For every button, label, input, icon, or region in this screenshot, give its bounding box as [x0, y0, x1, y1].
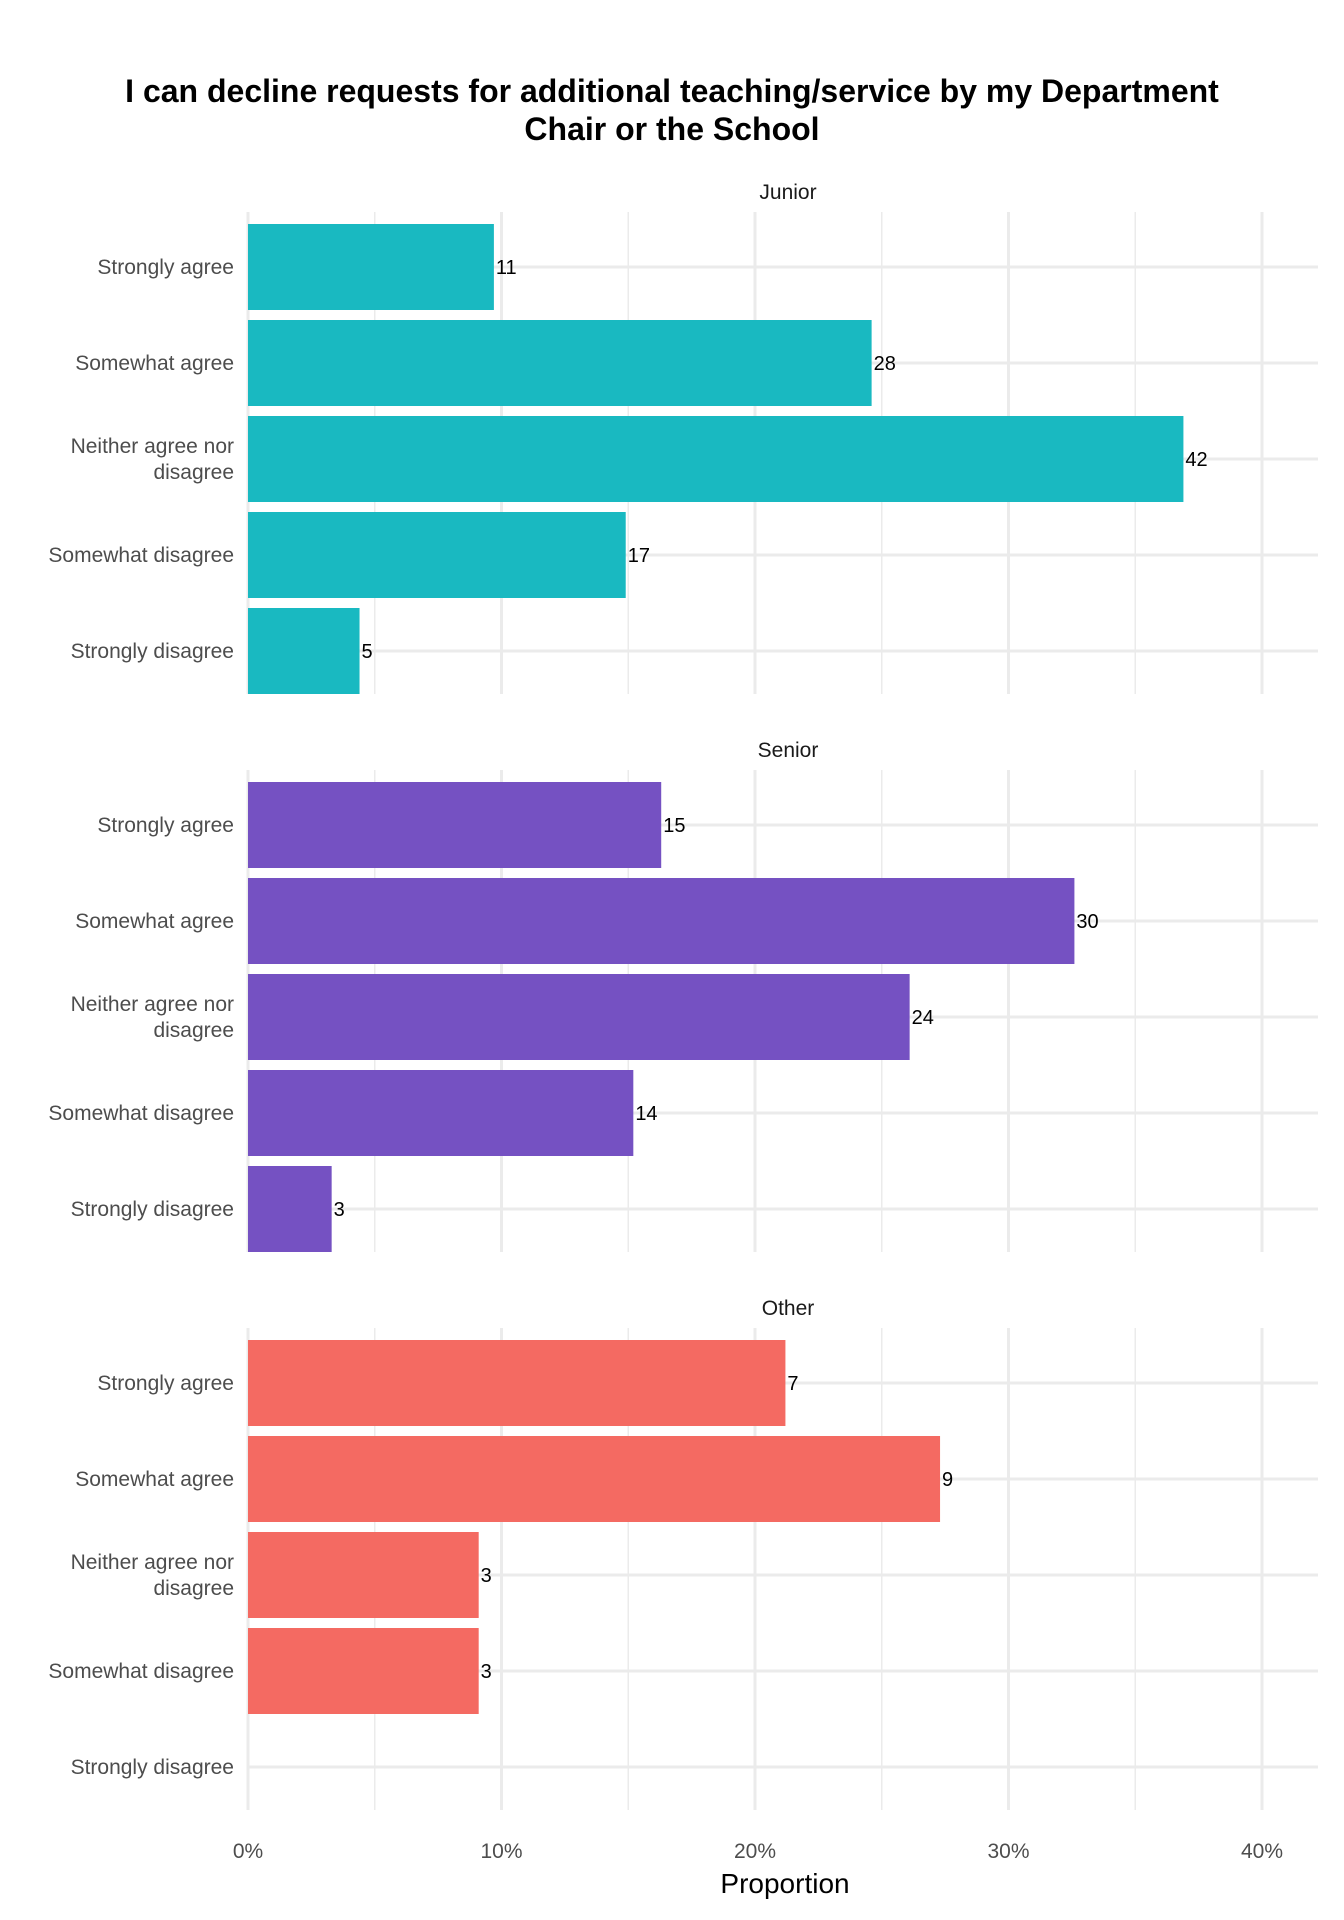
bar-other-neither-agree-nor-disagree	[248, 1532, 479, 1618]
category-label-junior-strongly-disagree: Strongly disagree	[71, 640, 234, 663]
panel-label-senior: Senior	[758, 739, 819, 762]
bar-junior-strongly-disagree	[248, 608, 360, 694]
chart-title-line-1: I can decline requests for additional te…	[125, 73, 1219, 109]
panel-label-other: Other	[762, 1297, 815, 1320]
category-label-junior-neither-agree-nor-disagree: Neither agree nor disagree	[71, 435, 234, 484]
data-label-senior-strongly-disagree: 3	[334, 1199, 345, 1221]
panel-label-junior: Junior	[759, 181, 816, 204]
category-label-senior-somewhat-disagree: Somewhat disagree	[48, 1102, 234, 1125]
data-label-junior-somewhat-agree: 28	[874, 353, 896, 375]
data-label-junior-neither-agree-nor-disagree: 42	[1185, 449, 1207, 471]
data-label-other-somewhat-disagree: 3	[481, 1661, 492, 1683]
bar-other-somewhat-agree	[248, 1436, 941, 1522]
bar-senior-strongly-agree	[248, 782, 662, 868]
bar-junior-strongly-agree	[248, 224, 494, 310]
data-label-senior-strongly-agree: 15	[663, 815, 685, 837]
data-label-other-somewhat-agree: 9	[942, 1469, 953, 1491]
data-label-other-neither-agree-nor-disagree: 3	[481, 1565, 492, 1587]
category-label-other-strongly-disagree: Strongly disagree	[71, 1756, 234, 1779]
category-label-senior-neither-agree-nor-disagree: Neither agree nor disagree	[71, 993, 234, 1042]
bar-senior-neither-agree-nor-disagree	[248, 974, 910, 1060]
bar-junior-somewhat-disagree	[248, 512, 626, 598]
category-label-senior-strongly-disagree: Strongly disagree	[71, 1198, 234, 1221]
data-label-junior-somewhat-disagree: 17	[628, 545, 650, 567]
bar-senior-somewhat-agree	[248, 878, 1075, 964]
category-label-other-somewhat-disagree: Somewhat disagree	[48, 1660, 234, 1683]
category-label-junior-somewhat-disagree: Somewhat disagree	[48, 544, 234, 567]
bar-senior-somewhat-disagree	[248, 1070, 634, 1156]
category-label-other-somewhat-agree: Somewhat agree	[75, 1468, 234, 1491]
data-label-junior-strongly-agree: 11	[496, 257, 517, 279]
data-label-senior-neither-agree-nor-disagree: 24	[912, 1007, 934, 1029]
category-label-senior-strongly-agree: Strongly agree	[97, 814, 234, 837]
category-label-other-neither-agree-nor-disagree: Neither agree nor disagree	[71, 1551, 234, 1600]
x-axis-title: Proportion	[720, 1868, 849, 1899]
category-label-junior-somewhat-agree: Somewhat agree	[75, 352, 234, 375]
x-tick-label-2: 20%	[734, 1840, 776, 1863]
data-label-senior-somewhat-disagree: 14	[635, 1103, 657, 1125]
x-tick-label-0: 0%	[233, 1840, 263, 1863]
data-label-junior-strongly-disagree: 5	[362, 641, 373, 663]
bar-junior-neither-agree-nor-disagree	[248, 416, 1184, 502]
category-label-senior-somewhat-agree: Somewhat agree	[75, 910, 234, 933]
bar-other-somewhat-disagree	[248, 1628, 479, 1714]
x-tick-label-1: 10%	[480, 1840, 522, 1863]
chart-title: I can decline requests for additional te…	[0, 72, 1344, 148]
category-label-junior-strongly-agree: Strongly agree	[97, 256, 234, 279]
bar-other-strongly-agree	[248, 1340, 786, 1426]
chart-title-line-2: Chair or the School	[524, 111, 820, 147]
data-label-senior-somewhat-agree: 30	[1076, 911, 1098, 933]
bar-senior-strongly-disagree	[248, 1166, 332, 1252]
bar-junior-somewhat-agree	[248, 320, 872, 406]
x-tick-label-3: 30%	[987, 1840, 1029, 1863]
x-tick-label-4: 40%	[1241, 1840, 1283, 1863]
category-label-other-strongly-agree: Strongly agree	[97, 1372, 234, 1395]
data-label-other-strongly-agree: 7	[787, 1373, 798, 1395]
